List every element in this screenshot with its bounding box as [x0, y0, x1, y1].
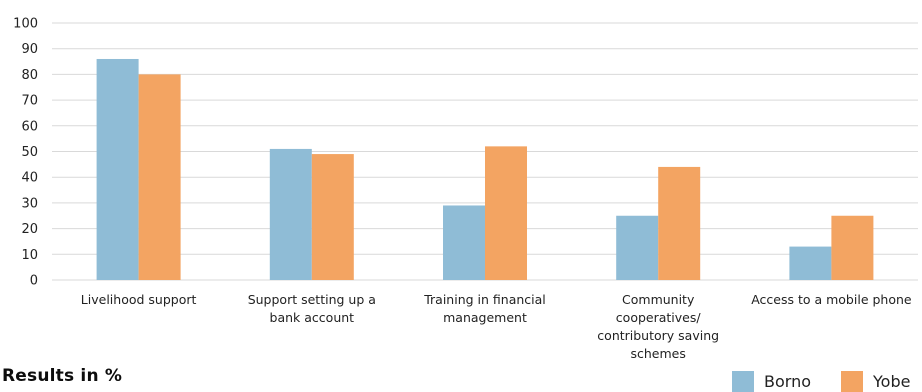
y-tick-label: 10	[21, 248, 38, 263]
bar-yobe-2	[485, 146, 527, 280]
y-tick-label: 30	[21, 196, 38, 211]
legend-item-borno: Borno	[732, 371, 811, 392]
bar-borno-0	[96, 58, 139, 281]
bar-borno-1	[269, 148, 312, 280]
x-category-label: Support setting up a	[248, 292, 376, 307]
bar-yobe-0	[138, 74, 181, 281]
bar-borno-4	[789, 246, 832, 280]
x-category-label: Livelihood support	[81, 292, 197, 307]
x-category-label: Access to a mobile phone	[751, 292, 912, 307]
y-tick-label: 70	[21, 94, 38, 109]
bars	[96, 58, 874, 281]
legend-swatch-yobe	[841, 371, 863, 392]
y-axis-tick-labels: 0 10 20 30 40 50 60 70 80 90 100	[13, 17, 38, 289]
y-tick-label: 90	[21, 42, 38, 57]
y-tick-label: 40	[21, 171, 38, 186]
x-category-label: contributory saving	[597, 328, 719, 343]
legend-label-borno: Borno	[764, 372, 811, 391]
x-category-label: schemes	[631, 346, 686, 361]
y-tick-label: 100	[13, 17, 38, 32]
bar-yobe-4	[831, 215, 874, 280]
y-tick-label: 60	[21, 119, 38, 134]
legend-label-yobe: Yobe	[873, 372, 911, 391]
bar-borno-3	[616, 215, 659, 280]
legend-item-yobe: Yobe	[841, 371, 910, 392]
y-tick-label: 0	[30, 274, 38, 289]
legend-swatch-borno	[732, 371, 754, 392]
bar-borno-2	[443, 205, 485, 280]
bar-yobe-1	[311, 154, 354, 280]
x-category-label: management	[443, 310, 527, 325]
x-category-label: cooperatives/	[616, 310, 702, 325]
x-category-label: Community	[622, 292, 695, 307]
x-category-label: bank account	[270, 310, 355, 325]
y-tick-label: 20	[21, 222, 38, 237]
y-tick-label: 80	[21, 68, 38, 83]
x-category-label: Training in financial	[423, 292, 546, 307]
x-axis-category-labels: Livelihood support Support setting up a ba…	[81, 292, 912, 361]
y-tick-label: 50	[21, 145, 38, 160]
results-caption: Results in %	[2, 366, 123, 386]
bar-yobe-3	[658, 166, 701, 280]
